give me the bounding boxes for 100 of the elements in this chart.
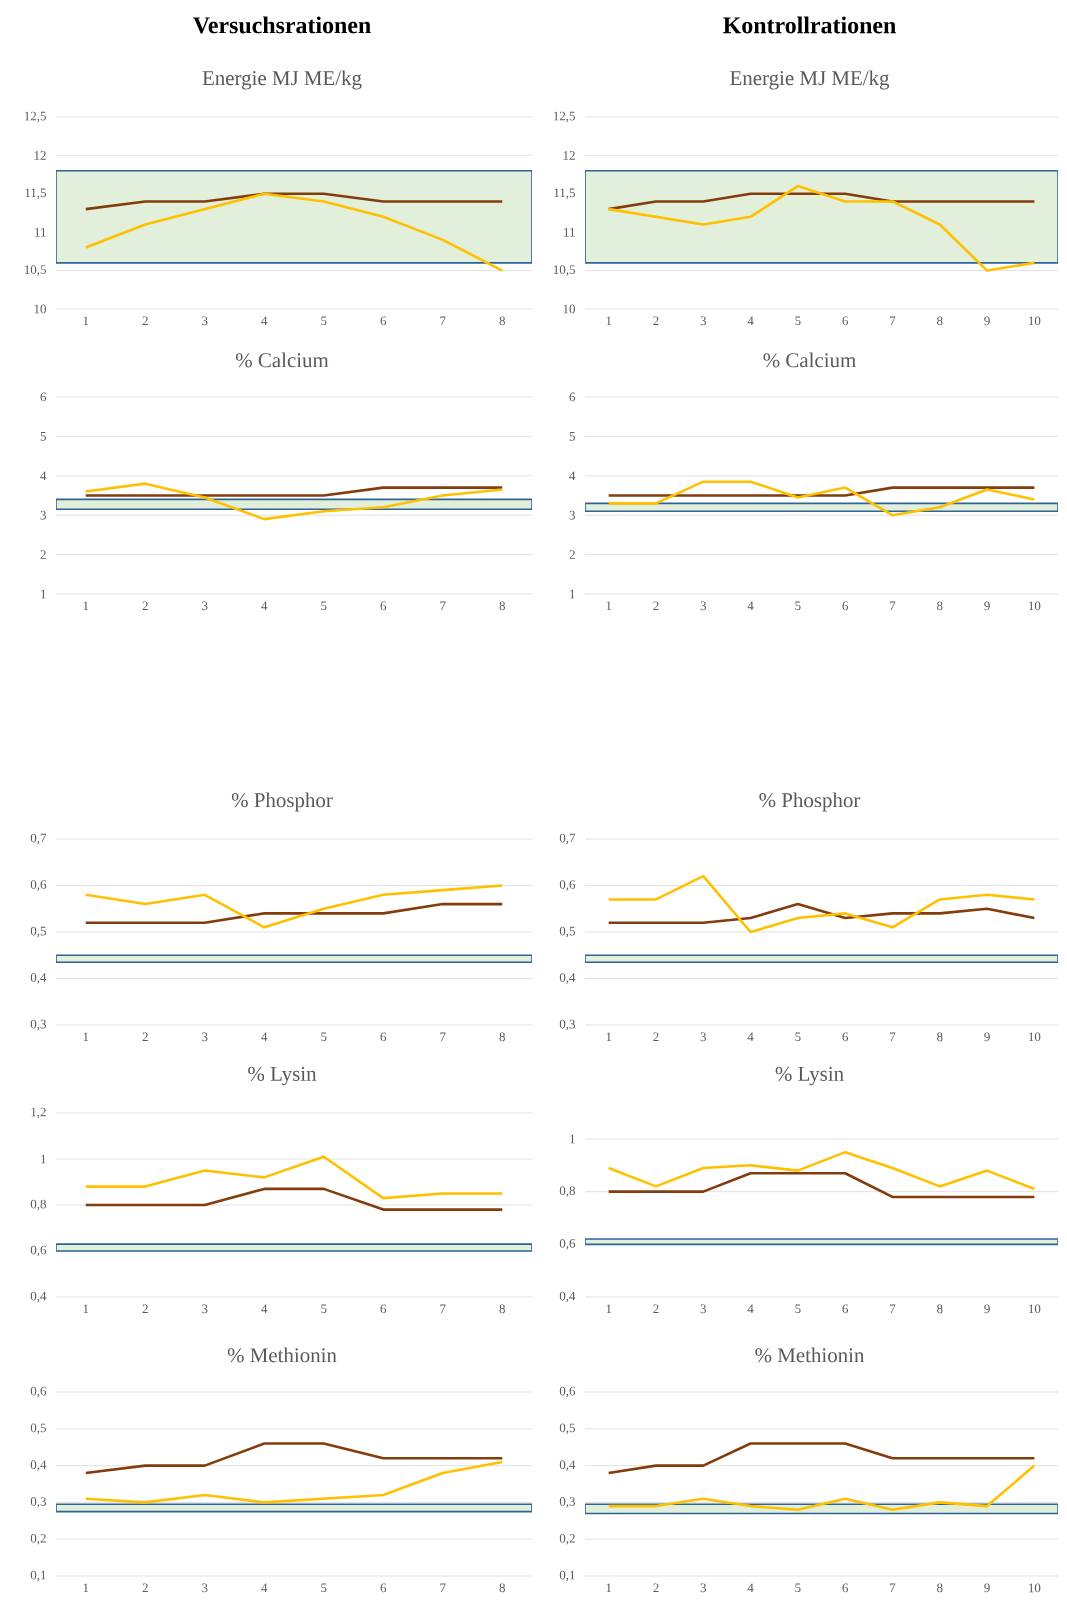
x-tick-label: 9	[984, 316, 990, 326]
y-tick-label: 0,6	[30, 1386, 47, 1398]
x-tick-label: 7	[440, 1032, 446, 1041]
x-tick-label: 8	[499, 1032, 506, 1042]
x-tick-label: 8	[937, 1304, 943, 1314]
x-tick-label: 7	[890, 601, 896, 610]
x-tick-label: 3	[202, 601, 208, 611]
y-tick-label: 10	[34, 304, 46, 314]
y-tick-label: 1	[570, 589, 575, 599]
x-tick-label: 6	[842, 1032, 849, 1042]
y-tick-label: 0,1	[559, 1570, 575, 1582]
y-tick-label: 0,2	[30, 1533, 46, 1545]
chart-title: % Calcium	[763, 352, 856, 368]
y-tick-label: 11,5	[554, 188, 575, 200]
y-tick-label: 0,3	[30, 1497, 46, 1508]
x-tick-label: 4	[261, 316, 268, 326]
line-series	[84, 1155, 504, 1200]
x-tick-label: 6	[380, 601, 387, 611]
x-tick-label: 7	[440, 1304, 446, 1313]
x-tick-label: 2	[653, 1032, 659, 1042]
x-tick-label: 5	[795, 601, 801, 611]
y-tick-label: 1	[570, 1134, 575, 1144]
y-tick-label: 4	[40, 471, 47, 481]
chart-subtitle: Energie MJ ME/kg	[202, 70, 362, 90]
y-tick-label: 0,4	[559, 973, 576, 984]
x-tick-label: 10	[1029, 1032, 1041, 1042]
y-tick-label: 0,4	[559, 1460, 576, 1471]
x-tick-label: 8	[937, 1032, 943, 1042]
x-tick-label: 10	[1029, 316, 1041, 326]
y-tick-label: 0,8	[559, 1186, 575, 1197]
x-tick-label: 9	[984, 1304, 990, 1314]
x-tick-label: 8	[937, 316, 943, 326]
chart-title: % Phosphor	[231, 792, 333, 812]
x-tick-label: 5	[795, 316, 801, 326]
line-series	[607, 874, 1036, 934]
chart-title: % Calcium	[235, 352, 329, 368]
line-series	[84, 884, 504, 929]
x-tick-label: 6	[380, 1304, 387, 1314]
y-tick-label: 5	[40, 432, 46, 441]
chart-subtitle: Energie MJ ME/kg	[730, 70, 890, 90]
y-tick-label: 0,6	[559, 1386, 576, 1398]
y-tick-label: 10	[563, 304, 575, 314]
x-tick-label: 7	[890, 316, 896, 325]
x-tick-label: 1	[83, 316, 89, 326]
y-tick-label: 0,6	[559, 880, 576, 891]
x-tick-label: 5	[321, 316, 327, 326]
y-tick-label: 0,7	[30, 833, 47, 845]
x-tick-label: 2	[142, 1583, 148, 1593]
x-tick-label: 3	[700, 1304, 706, 1314]
y-tick-label: 1	[41, 589, 46, 599]
y-tick-label: 2	[40, 550, 46, 559]
x-tick-label: 2	[142, 1304, 148, 1314]
chart-title: % Lysin	[248, 1066, 317, 1086]
x-tick-label: 5	[321, 601, 327, 611]
x-tick-label: 8	[937, 1583, 943, 1593]
x-tick-label: 1	[606, 316, 612, 326]
chart-title: Versuchsrationen	[193, 16, 371, 34]
x-tick-label: 4	[261, 601, 268, 611]
y-tick-label: 12,5	[24, 111, 46, 123]
y-tick-label: 0,3	[30, 1019, 46, 1031]
x-tick-label: 3	[202, 1032, 208, 1042]
x-tick-label: 7	[440, 1583, 446, 1592]
y-tick-label: 11	[35, 227, 46, 237]
x-tick-label: 1	[83, 1583, 89, 1593]
x-tick-label: 3	[700, 1583, 706, 1593]
y-tick-label: 0,1	[30, 1570, 46, 1582]
y-tick-label: 6	[40, 392, 47, 402]
y-tick-label: 0,5	[559, 926, 575, 938]
x-tick-label: 7	[890, 1032, 896, 1041]
y-tick-label: 3	[569, 510, 575, 520]
x-tick-label: 4	[747, 1304, 754, 1314]
y-tick-label: 0,6	[559, 1239, 576, 1250]
x-tick-label: 5	[795, 1032, 801, 1042]
x-tick-label: 10	[1029, 1583, 1041, 1593]
x-tick-label: 1	[606, 601, 612, 611]
x-tick-label: 4	[261, 1583, 268, 1593]
x-tick-label: 3	[202, 316, 208, 326]
x-tick-label: 3	[700, 1032, 706, 1042]
x-tick-label: 4	[747, 316, 754, 326]
y-tick-label: 0,5	[30, 926, 46, 938]
x-tick-label: 7	[890, 1583, 896, 1592]
chart-title: Kontrollrationen	[723, 16, 896, 34]
y-tick-label: 0,6	[30, 880, 47, 891]
x-tick-label: 5	[321, 1304, 327, 1314]
line-series	[607, 1150, 1036, 1191]
y-tick-label: 1	[41, 1154, 46, 1164]
line-series	[607, 480, 1036, 517]
x-tick-label: 1	[83, 1304, 89, 1314]
y-tick-label: 12,5	[553, 111, 575, 123]
x-tick-label: 4	[261, 1032, 268, 1042]
x-tick-label: 2	[142, 601, 148, 611]
line-series	[607, 1464, 1036, 1512]
x-tick-label: 2	[653, 601, 659, 611]
y-tick-label: 1,2	[31, 1107, 46, 1119]
x-tick-label: 9	[984, 1583, 990, 1593]
y-tick-label: 0,2	[559, 1533, 575, 1545]
y-tick-label: 0,4	[30, 973, 47, 984]
x-tick-label: 9	[984, 1032, 990, 1042]
y-tick-label: 11,5	[25, 188, 46, 200]
x-tick-label: 5	[795, 1304, 801, 1314]
